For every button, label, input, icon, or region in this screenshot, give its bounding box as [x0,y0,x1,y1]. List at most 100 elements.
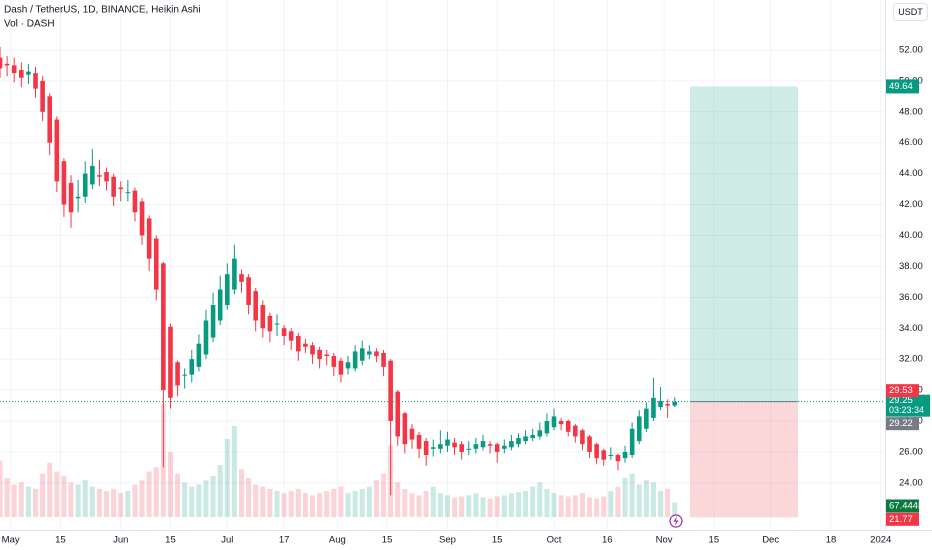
volume-bar [175,473,181,517]
volume-bar [210,475,216,517]
candle-body [168,326,173,398]
last-price-tag-bg [886,394,930,417]
volume-bar [253,484,259,517]
volume-bar [572,495,578,517]
candle-body [423,441,429,456]
candle-body [580,430,585,445]
volume-bar [146,471,152,517]
candle-body [125,192,131,194]
candle-body [509,441,514,448]
volume-bar [11,484,17,517]
volume-bar [317,493,323,517]
candle-body [359,348,365,361]
y-tick-label: 26.00 [899,446,923,457]
candle-body [189,359,195,375]
volume-bar [153,467,159,517]
candle-body [246,277,251,306]
x-tick-label: Dec [762,535,779,546]
candle-body [54,119,60,182]
candle-body [367,351,372,355]
x-tick-label: 15 [165,535,176,546]
candle-body [544,421,550,434]
volume-bar [544,488,550,517]
candle-body [324,354,330,357]
volume-bar [430,486,436,517]
candle-body [395,391,401,437]
candle-body [594,444,599,459]
volume-bar [587,497,593,517]
volume-bar [302,493,308,517]
x-tick-label: 15 [55,535,66,546]
volume-bar [352,491,358,517]
candle-body [658,400,663,408]
volume-bar [466,495,472,517]
volume-bar [672,502,678,517]
y-tick-label: 42.00 [899,199,923,210]
volume-bar [267,488,273,517]
volume-bar [295,488,301,517]
volume-layer [0,404,678,517]
loss-zone [690,401,798,518]
volume-bar [530,486,536,517]
volume-bar [629,473,635,517]
volume-tag-bg [886,499,919,513]
volume-bar [452,497,458,517]
candle-body [644,408,649,429]
price-tag-bg [886,417,919,431]
volume-bar [508,493,514,517]
volume-bar [643,480,649,517]
x-tick-label: 18 [826,535,837,546]
volume-bar [459,496,465,517]
candle-body [153,238,159,290]
candle-body [68,182,74,213]
volume-bar [0,460,3,517]
candle-body [352,351,358,369]
volume-bar [501,495,507,517]
candle-body [196,343,202,367]
volume-bar [601,496,607,517]
volume-bar [366,486,372,517]
x-tick-label: Sep [439,535,456,546]
candle-body [175,362,180,386]
volume-bar [310,495,316,517]
x-tick-label: Jun [113,535,128,546]
volume-bar [111,488,117,517]
volume-bar [558,495,564,517]
candle-body [629,428,635,456]
volume-bar [89,486,95,517]
y-tick-label: 32.00 [899,354,923,365]
x-tick-label: 2024 [870,535,891,546]
volume-bar [615,486,621,517]
candle-body [615,455,621,462]
volume-bar [416,495,422,517]
x-tick-label: 17 [279,535,290,546]
candle-body [466,448,472,450]
volume-bar [260,486,266,517]
candle-body [288,331,294,341]
volume-bar [359,488,365,517]
volume-bar [82,480,88,517]
volume-bar [331,488,337,517]
candle-body [445,439,450,446]
y-tick-label: 52.00 [899,44,923,55]
volume-bar [537,482,543,517]
currency-button[interactable] [893,3,928,21]
candle-body [573,425,578,437]
volume-bar [33,488,39,517]
volume-bar [224,439,230,517]
volume-bar [665,488,671,517]
candle-body [210,305,216,338]
candle-body [622,451,628,459]
volume-bar [182,482,188,517]
volume-bar [68,482,74,517]
x-tick-label: Oct [547,535,562,546]
candle-body [587,436,592,452]
volume-bar [608,491,614,517]
price-tag-bg [886,384,919,398]
volume-bar [579,493,585,517]
volume-bar [658,491,664,517]
candle-body [182,374,187,376]
currency-label[interactable]: USDT [898,7,923,17]
volume-bar [25,486,31,517]
